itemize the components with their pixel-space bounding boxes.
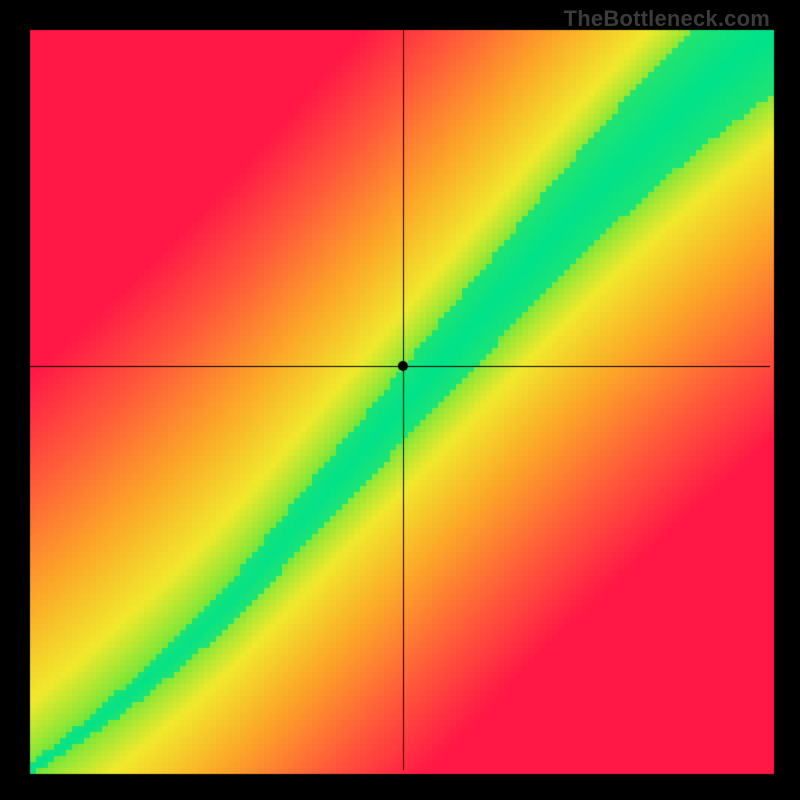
watermark-text: TheBottleneck.com	[564, 6, 770, 32]
bottleneck-heatmap	[0, 0, 800, 800]
chart-container: TheBottleneck.com	[0, 0, 800, 800]
